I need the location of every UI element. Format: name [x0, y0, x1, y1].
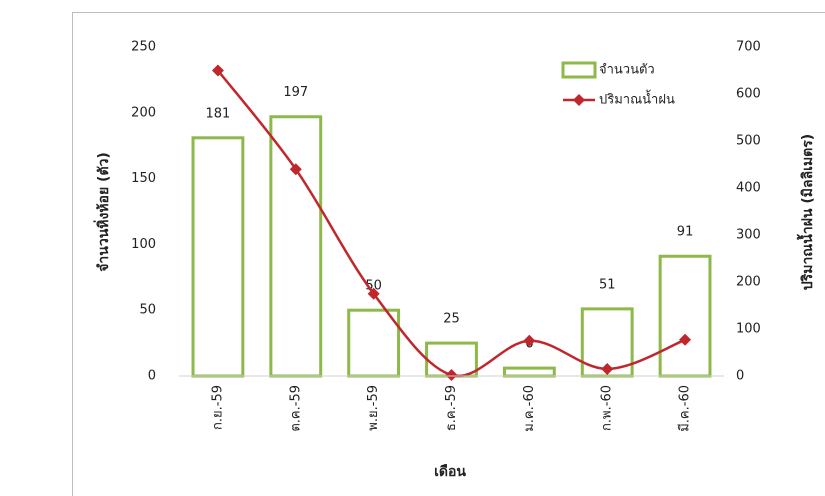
y-tick-label: 100: [131, 237, 156, 252]
y-axis-title: จำนวนหิ่งห้อย (ตัว): [93, 152, 112, 272]
legend-label: ปริมาณน้ำฝน: [599, 90, 675, 108]
y2-tick-label: 700: [736, 40, 761, 55]
y2-tick-label: 300: [736, 228, 761, 243]
y-tick-label: 200: [131, 105, 156, 120]
y2-tick-label: 0: [736, 369, 744, 384]
x-tick-label: ม.ค.-60: [522, 385, 537, 432]
marker: [289, 163, 302, 176]
legend-marker: [573, 94, 585, 106]
x-axis-title: เดือน: [434, 464, 466, 480]
data-label: 197: [283, 85, 308, 100]
marker: [601, 362, 614, 375]
chart-frame: [72, 12, 825, 496]
y2-tick-label: 200: [736, 275, 761, 290]
y-tick-label: 250: [131, 40, 156, 55]
marker: [523, 334, 536, 347]
data-label: 51: [599, 277, 616, 292]
x-tick-label: ต.ค.-59: [288, 385, 303, 432]
x-tick-label: ก.ย.-59: [210, 385, 225, 430]
y2-tick-label: 100: [736, 322, 761, 337]
y-tick-label: 150: [131, 171, 156, 186]
legend-label: จำนวนตัว: [599, 63, 655, 78]
x-tick-label: ก.พ.-60: [600, 385, 615, 431]
data-label: 181: [206, 106, 231, 121]
x-tick-label: ธ.ค.-59: [444, 385, 459, 431]
y2-tick-label: 400: [736, 181, 761, 196]
y-tick-label: 0: [148, 369, 156, 384]
marker: [445, 369, 458, 382]
y2-tick-label: 600: [736, 87, 761, 102]
data-label: 91: [677, 225, 694, 240]
y2-tick-label: 500: [736, 134, 761, 149]
y-tick-label: 50: [139, 303, 156, 318]
marker: [367, 287, 380, 300]
data-label: 25: [443, 312, 460, 327]
marker: [679, 333, 692, 346]
x-tick-label: มี.ค.-60: [677, 385, 693, 432]
x-tick-label: พ.ย.-59: [366, 385, 381, 431]
y2-axis-title: ปริมาณน้ำฝน (มิลลิเมตร): [796, 134, 816, 290]
legend-swatch: [561, 61, 597, 79]
marker: [211, 64, 224, 77]
